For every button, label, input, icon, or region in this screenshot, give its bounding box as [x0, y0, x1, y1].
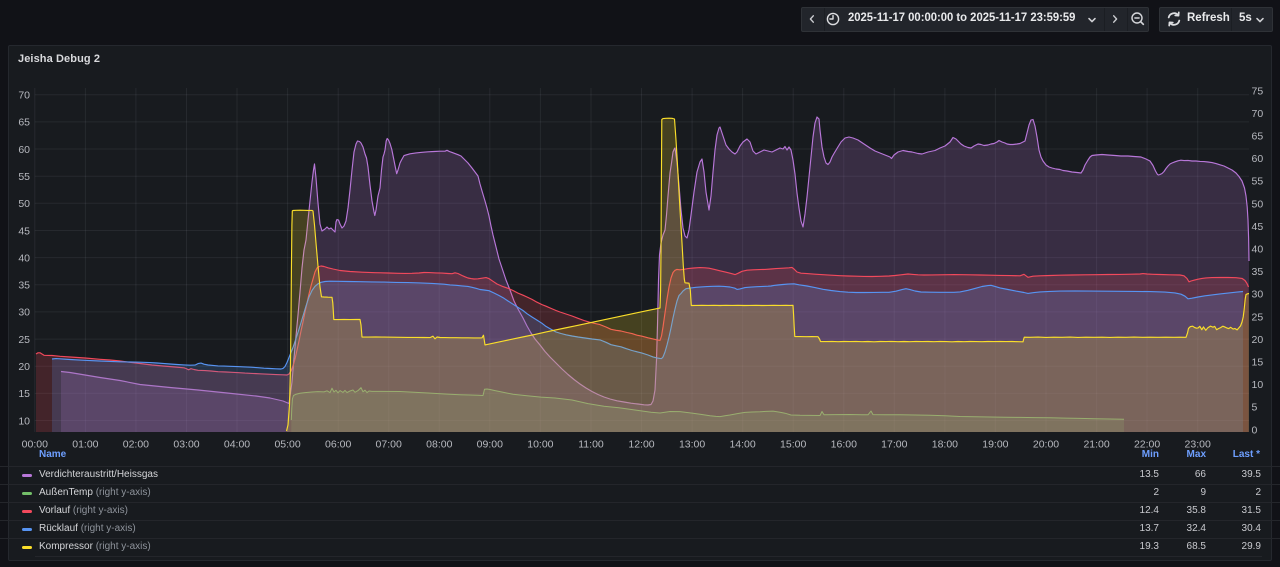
svg-text:16:00: 16:00: [831, 439, 857, 451]
svg-text:15: 15: [1252, 357, 1264, 369]
svg-text:04:00: 04:00: [224, 439, 250, 451]
svg-text:30: 30: [18, 307, 30, 319]
svg-text:21:00: 21:00: [1083, 439, 1109, 451]
svg-text:01:00: 01:00: [72, 439, 98, 451]
svg-text:20: 20: [18, 361, 30, 373]
svg-text:50: 50: [1252, 198, 1264, 210]
svg-text:18:00: 18:00: [932, 439, 958, 451]
svg-text:70: 70: [18, 90, 30, 102]
svg-text:70: 70: [1252, 108, 1264, 120]
svg-text:11:00: 11:00: [578, 439, 604, 451]
svg-text:15: 15: [18, 388, 30, 400]
svg-text:09:00: 09:00: [477, 439, 503, 451]
svg-text:20:00: 20:00: [1033, 439, 1059, 451]
svg-text:45: 45: [1252, 221, 1264, 233]
svg-text:35: 35: [1252, 266, 1264, 278]
svg-text:50: 50: [18, 198, 30, 210]
svg-text:55: 55: [18, 171, 30, 183]
svg-text:60: 60: [1252, 153, 1264, 165]
svg-text:0: 0: [1252, 424, 1258, 436]
svg-text:22:00: 22:00: [1134, 439, 1160, 451]
svg-text:12:00: 12:00: [628, 439, 654, 451]
svg-text:25: 25: [18, 334, 30, 346]
svg-text:00:00: 00:00: [22, 439, 48, 451]
svg-text:17:00: 17:00: [881, 439, 907, 451]
svg-text:20: 20: [1252, 334, 1264, 346]
svg-text:06:00: 06:00: [325, 439, 351, 451]
svg-text:40: 40: [18, 252, 30, 264]
svg-text:10: 10: [18, 415, 30, 427]
svg-text:60: 60: [18, 144, 30, 156]
svg-text:23:00: 23:00: [1185, 439, 1211, 451]
svg-text:10:00: 10:00: [527, 439, 553, 451]
svg-text:15:00: 15:00: [780, 439, 806, 451]
svg-text:25: 25: [1252, 311, 1264, 323]
svg-text:14:00: 14:00: [729, 439, 755, 451]
svg-text:65: 65: [18, 117, 30, 129]
svg-text:45: 45: [18, 225, 30, 237]
svg-text:19:00: 19:00: [982, 439, 1008, 451]
svg-text:35: 35: [18, 280, 30, 292]
svg-text:07:00: 07:00: [376, 439, 402, 451]
svg-text:65: 65: [1252, 131, 1264, 143]
svg-text:5: 5: [1252, 402, 1258, 414]
svg-text:13:00: 13:00: [679, 439, 705, 451]
svg-text:05:00: 05:00: [274, 439, 300, 451]
svg-text:10: 10: [1252, 379, 1264, 391]
svg-text:40: 40: [1252, 244, 1264, 256]
svg-text:55: 55: [1252, 176, 1264, 188]
svg-text:75: 75: [1252, 85, 1264, 97]
svg-text:03:00: 03:00: [173, 439, 199, 451]
svg-text:02:00: 02:00: [123, 439, 149, 451]
svg-text:08:00: 08:00: [426, 439, 452, 451]
svg-text:30: 30: [1252, 289, 1264, 301]
